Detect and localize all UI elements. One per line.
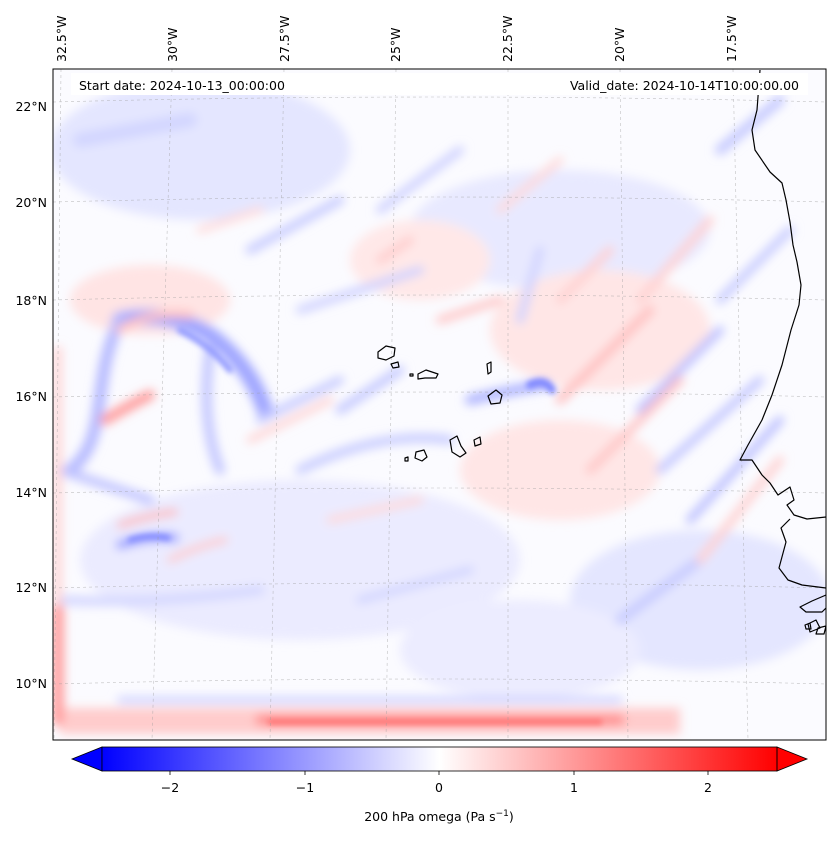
omega-field-detail (127, 327, 603, 725)
maio-island (473, 436, 482, 447)
longitude-labels: 32.5°W 30°W 27.5°W 25°W 22.5°W 20°W 17.5… (54, 16, 739, 62)
lat-label: 10°N (15, 676, 47, 691)
lat-label: 12°N (15, 580, 47, 595)
omega-field (53, 80, 826, 734)
sal-island (486, 361, 492, 375)
boa-vista-island (487, 389, 503, 405)
colorbar-max-extend (776, 746, 809, 772)
lon-label: 20°W (612, 27, 627, 62)
lat-label: 16°N (15, 389, 47, 404)
colorbar-tick-label: −2 (161, 780, 179, 795)
valid-date-label: Valid_date: 2024-10-14T10:00:00.00 (570, 78, 799, 93)
colorbar-label-exponent: −1 (496, 809, 509, 819)
colorbar-tick-label: 1 (570, 780, 578, 795)
colorbar: −2 −1 0 1 2 200 hPa omega (Pa s−1) (70, 746, 809, 824)
fogo-island (414, 449, 428, 462)
colorbar-label-base: 200 hPa omega (Pa s (364, 809, 495, 824)
africa-coastline (739, 69, 826, 613)
lon-label: 30°W (165, 27, 180, 62)
lat-label: 22°N (15, 99, 47, 114)
colorbar-tick-labels: −2 −1 0 1 2 (161, 780, 712, 795)
santo-antao-island (377, 345, 396, 361)
colorbar-tick-label: −1 (296, 780, 314, 795)
lon-label: 25°W (388, 27, 403, 62)
annotation-box (71, 73, 808, 95)
colorbar-label: 200 hPa omega (Pa s−1) (364, 809, 514, 824)
bijagos-islands (804, 619, 826, 635)
sao-vicente-island (390, 361, 400, 369)
colorbar-label-end: ) (509, 809, 514, 824)
santa-luzia-island (409, 373, 414, 377)
colorbar-ticks (169, 771, 709, 775)
latitude-labels: 22°N 20°N 18°N 16°N 14°N 12°N 10°N (15, 99, 47, 691)
colorbar-tick-label: 0 (435, 780, 443, 795)
lat-label: 18°N (15, 293, 47, 308)
lon-label: 32.5°W (54, 16, 69, 62)
santiago-island (449, 435, 467, 458)
start-date-label: Start date: 2024-10-13_00:00:00 (79, 78, 285, 93)
lon-label: 17.5°W (724, 16, 739, 62)
lat-label: 14°N (15, 485, 47, 500)
lon-label: 27.5°W (277, 16, 292, 62)
colorbar-gradient (102, 747, 777, 771)
graticule (53, 69, 826, 740)
colorbar-frame (101, 746, 778, 772)
brava-island (404, 456, 409, 462)
coastlines (377, 69, 826, 635)
map-panel: Start date: 2024-10-13_00:00:00 Valid_da… (53, 69, 826, 740)
map-frame (52, 68, 827, 741)
lon-label: 22.5°W (500, 16, 515, 62)
sao-nicolau-island (417, 369, 439, 380)
colorbar-tick-label: 2 (704, 780, 712, 795)
colorbar-min-extend (70, 746, 103, 772)
lat-label: 20°N (15, 195, 47, 210)
